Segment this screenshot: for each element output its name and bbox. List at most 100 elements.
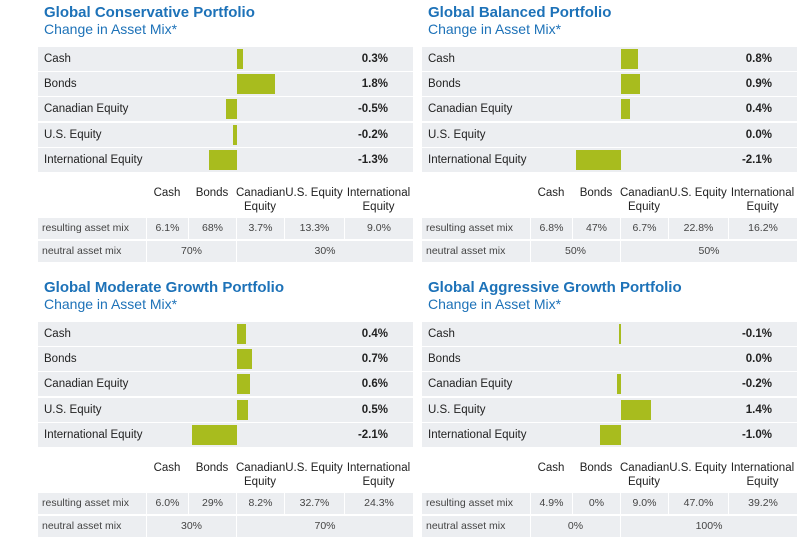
bar <box>621 49 639 69</box>
bar <box>616 374 621 395</box>
table-cell: 50% <box>530 241 620 262</box>
value-label: -1.3% <box>357 153 388 166</box>
value-label: -0.2% <box>741 378 772 391</box>
table-cell: 70% <box>146 241 236 262</box>
table-cell: 68% <box>188 218 236 239</box>
bar <box>621 99 630 120</box>
value-label: -1.0% <box>741 428 772 441</box>
table-row <box>422 241 797 262</box>
table-row <box>422 493 797 514</box>
category-label: Canadian Equity <box>44 378 129 391</box>
table-cell: 6.1% <box>146 218 188 239</box>
column-header: International Equity <box>730 462 795 488</box>
column-header: Cash <box>537 462 565 474</box>
bar <box>232 124 237 145</box>
bar-row <box>422 322 797 346</box>
table-cell: 100% <box>620 516 797 537</box>
bar <box>621 399 651 420</box>
row-label: neutral asset mix <box>426 520 506 532</box>
bar-row <box>38 372 413 397</box>
row-label: resulting asset mix <box>42 222 129 234</box>
value-label: 0.9% <box>745 78 772 91</box>
bar-row <box>38 347 413 372</box>
table-cell: 3.7% <box>236 218 284 239</box>
value-label: 0.8% <box>745 53 772 65</box>
column-header: International Equity <box>730 187 795 213</box>
panel-subtitle: Change in Asset Mix* <box>44 296 178 312</box>
value-label: -0.5% <box>357 103 388 116</box>
value-label: -2.1% <box>357 428 388 441</box>
panel-title: Global Moderate Growth Portfolio <box>44 279 284 296</box>
value-label: -0.2% <box>357 128 388 141</box>
table-cell: 32.7% <box>284 493 344 514</box>
column-header: Bonds <box>579 462 613 474</box>
row-label: neutral asset mix <box>42 245 122 257</box>
bar-row <box>422 72 797 97</box>
value-label: 0.4% <box>361 328 388 340</box>
bar <box>237 74 276 95</box>
category-label: Canadian Equity <box>428 103 513 116</box>
table-cell: 30% <box>146 516 236 537</box>
table-cell: 6.0% <box>146 493 188 514</box>
row-label: neutral asset mix <box>42 520 122 532</box>
column-header: U.S. Equity <box>285 462 343 474</box>
panel-subtitle: Change in Asset Mix* <box>428 296 562 312</box>
table-cell: 9.0% <box>344 218 413 239</box>
bar-row <box>422 97 797 122</box>
category-label: Cash <box>44 328 71 340</box>
table-row <box>38 493 413 514</box>
bar <box>209 149 237 170</box>
table-cell: 29% <box>188 493 236 514</box>
value-label: 1.8% <box>361 78 388 91</box>
category-label: U.S. Equity <box>428 128 486 141</box>
table-row <box>422 516 797 537</box>
category-label: International Equity <box>44 153 143 166</box>
bar <box>621 74 641 95</box>
value-label: 0.4% <box>745 103 772 116</box>
panel-subtitle: Change in Asset Mix* <box>44 21 178 37</box>
category-label: International Equity <box>428 153 527 166</box>
column-header: U.S. Equity <box>669 462 727 474</box>
category-label: Canadian Equity <box>44 103 129 116</box>
category-label: Cash <box>428 53 455 65</box>
category-label: International Equity <box>44 428 143 441</box>
value-label: 0.3% <box>361 53 388 65</box>
bar <box>237 374 250 395</box>
table-cell: 8.2% <box>236 493 284 514</box>
bar-row <box>38 47 413 71</box>
row-label: neutral asset mix <box>426 245 506 257</box>
panel-title: Global Aggressive Growth Portfolio <box>428 279 682 296</box>
category-label: Cash <box>428 328 455 340</box>
bar-row <box>38 397 413 422</box>
row-label: resulting asset mix <box>426 222 513 234</box>
bar-row <box>422 122 797 147</box>
table-cell: 39.2% <box>728 493 797 514</box>
bar-row <box>38 97 413 122</box>
column-header: International Equity <box>346 462 411 488</box>
table-cell: 0% <box>572 493 620 514</box>
column-header: Cash <box>153 187 181 199</box>
category-label: International Equity <box>428 428 527 441</box>
panel-subtitle: Change in Asset Mix* <box>428 21 562 37</box>
column-header: Canadian Equity <box>236 187 286 213</box>
table-cell: 0% <box>530 516 620 537</box>
bar <box>618 324 621 344</box>
column-header: Bonds <box>579 187 613 199</box>
table-cell: 6.8% <box>530 218 572 239</box>
table-row <box>38 241 413 262</box>
column-header: U.S. Equity <box>285 187 343 199</box>
table-cell: 16.2% <box>728 218 797 239</box>
value-label: 0.7% <box>361 353 388 366</box>
bar <box>599 424 621 445</box>
value-label: -0.1% <box>741 328 772 340</box>
bar <box>237 349 252 370</box>
bar-row <box>38 72 413 97</box>
table-cell: 24.3% <box>344 493 413 514</box>
bar <box>226 99 237 120</box>
bar <box>576 149 621 170</box>
bar-row <box>422 397 797 422</box>
category-label: U.S. Equity <box>44 403 102 416</box>
column-header: Cash <box>537 187 565 199</box>
table-row <box>38 218 413 239</box>
